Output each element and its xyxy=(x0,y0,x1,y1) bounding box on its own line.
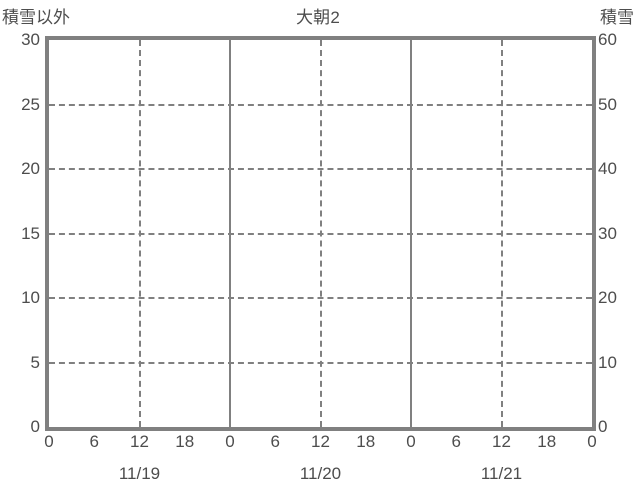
left-axis-tick-label: 15 xyxy=(21,223,40,243)
plot-area xyxy=(45,36,596,431)
x-axis-tick-label: 0 xyxy=(406,432,416,451)
gridline-vertical-dashed xyxy=(138,40,141,427)
x-axis-tick-label: 18 xyxy=(175,432,195,451)
x-axis-day-label: 11/19 xyxy=(118,464,161,483)
left-axis-tick-label: 10 xyxy=(21,288,40,307)
gridline-vertical-solid xyxy=(410,40,412,427)
chart-title: 大朝2 xyxy=(295,8,341,27)
x-axis-tick-label: 18 xyxy=(356,432,376,451)
gridline-vertical-dashed xyxy=(319,40,322,427)
x-axis-day-label: 11/20 xyxy=(299,464,342,483)
x-axis-tick-label: 6 xyxy=(89,432,99,451)
left-axis-tick-label: 20 xyxy=(21,159,40,178)
left-axis-tick-label: 0 xyxy=(30,417,40,436)
right-axis-tick-label: 20 xyxy=(598,288,617,307)
x-axis-tick-label: 0 xyxy=(587,432,597,451)
x-axis-tick-label: 12 xyxy=(311,432,330,451)
x-axis-tick-label: 6 xyxy=(270,432,280,451)
x-axis-tick-label: 12 xyxy=(492,432,511,451)
x-axis-tick-label: 0 xyxy=(44,432,54,451)
right-axis-tick-label: 50 xyxy=(598,94,617,114)
x-axis-day-label: 11/21 xyxy=(480,464,523,483)
left-axis-tick-label: 25 xyxy=(21,94,40,114)
x-axis-tick-label: 18 xyxy=(537,432,557,451)
left-axis-caption: 積雪以外 xyxy=(2,8,70,27)
gridline-vertical-solid xyxy=(229,40,231,427)
right-axis-tick-label: 0 xyxy=(598,417,608,436)
left-axis-tick-label: 30 xyxy=(21,30,40,49)
gridline-vertical-dashed xyxy=(500,40,503,427)
plot-inner xyxy=(49,40,592,427)
right-axis-tick-label: 60 xyxy=(598,30,617,49)
x-axis-tick-label: 12 xyxy=(130,432,149,451)
x-axis-tick-label: 0 xyxy=(225,432,235,451)
x-axis-tick-label: 6 xyxy=(451,432,461,451)
right-axis-caption: 積雪 xyxy=(600,8,634,27)
right-axis-tick-label: 30 xyxy=(598,223,617,243)
left-axis-tick-label: 5 xyxy=(30,352,40,372)
right-axis-tick-label: 40 xyxy=(598,159,617,178)
right-axis-tick-label: 10 xyxy=(598,352,617,372)
